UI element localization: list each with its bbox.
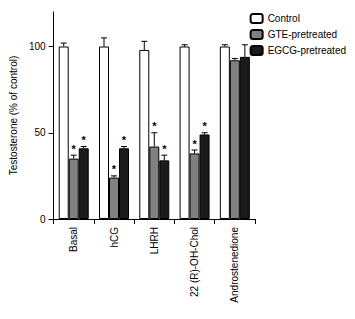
svg-text:22 (R)-OH-Chol: 22 (R)-OH-Chol [189, 227, 200, 297]
svg-text:*: * [82, 134, 87, 146]
svg-text:Control: Control [268, 13, 300, 24]
svg-text:*: * [162, 143, 167, 155]
svg-text:Basal: Basal [68, 227, 79, 252]
svg-text:EGCG-pretreated: EGCG-pretreated [268, 45, 346, 56]
svg-text:*: * [72, 143, 77, 155]
svg-text:GTE-pretreated: GTE-pretreated [268, 29, 337, 40]
svg-text:hCG: hCG [109, 227, 120, 248]
svg-text:*: * [202, 120, 207, 132]
svg-text:*: * [192, 138, 197, 150]
svg-text:Androstenedione: Androstenedione [229, 227, 240, 303]
svg-text:0: 0 [40, 214, 46, 225]
svg-text:100: 100 [29, 41, 46, 52]
svg-text:*: * [152, 120, 157, 132]
svg-text:50: 50 [34, 127, 46, 138]
svg-text:*: * [122, 134, 127, 146]
svg-text:LHRH: LHRH [149, 227, 160, 254]
svg-text:*: * [112, 163, 117, 175]
svg-text:Testosterone (% of control): Testosterone (% of control) [8, 56, 19, 176]
